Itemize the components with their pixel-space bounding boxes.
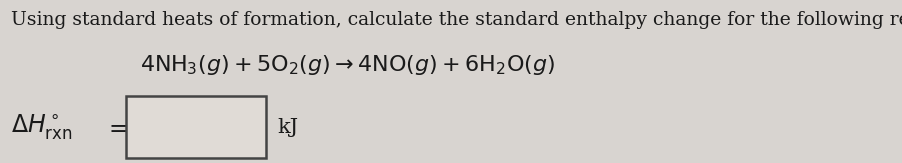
Text: Using standard heats of formation, calculate the standard enthalpy change for th: Using standard heats of formation, calcu… xyxy=(11,11,902,29)
Text: $\Delta H^\circ_{\mathrm{rxn}}$: $\Delta H^\circ_{\mathrm{rxn}}$ xyxy=(11,112,72,142)
FancyBboxPatch shape xyxy=(126,96,266,158)
Text: kJ: kJ xyxy=(277,118,298,137)
Text: $=$: $=$ xyxy=(104,116,127,139)
Text: $4\mathrm{NH}_3(g) + 5\mathrm{O}_2(g) \rightarrow 4\mathrm{NO}(g) + 6\mathrm{H}_: $4\mathrm{NH}_3(g) + 5\mathrm{O}_2(g) \r… xyxy=(140,53,555,77)
